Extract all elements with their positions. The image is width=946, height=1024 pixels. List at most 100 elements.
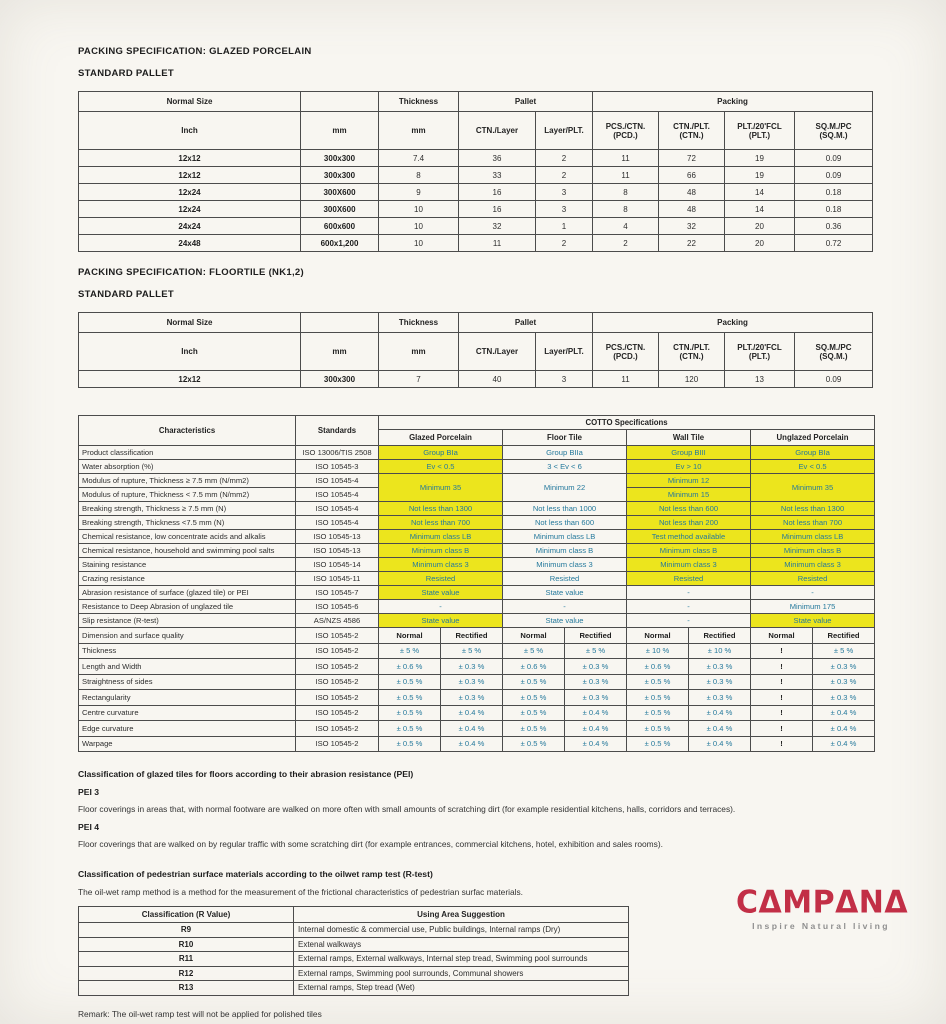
table-row: R10 Extenal walkways: [78, 936, 629, 952]
spec-value-cell: Ev > 10: [626, 459, 751, 474]
campana-logo-tagline: Inspire Natural living: [752, 921, 890, 931]
table-row: Thickness ISO 10545-2 ± 5 % ± 5 % ± 5 % ± 5 %…: [78, 642, 876, 659]
header-row: Normal Size Thickness Pallet Packing: [78, 91, 873, 112]
rtest-intro-text: The oil-wet ramp method is a method for …: [78, 887, 523, 897]
spec-value-cell: Minimum class 3: [378, 557, 503, 572]
area-suggestion-cell: Internal domestic & commercial use, Publ…: [293, 922, 629, 938]
table-row: Breaking strength, Thickness ≥ 7.5 mm (N…: [78, 501, 876, 516]
tolerance-value-cell: ± 0.5 %: [378, 689, 441, 706]
col-layer-plt: Layer/PLT.: [535, 332, 593, 371]
characteristic-cell: Breaking strength, Thickness <7.5 mm (N): [78, 515, 296, 530]
tolerance-value-cell: ± 0.4 %: [440, 720, 503, 737]
table-row: 24x24 600x600 10 32 1 4 32 20 0.36: [78, 217, 873, 235]
characteristic-cell: Edge curvature: [78, 720, 296, 737]
table-cell: 600x1,200: [300, 234, 379, 252]
standard-cell: ISO 10545-14: [295, 557, 379, 572]
tolerance-value-cell: ± 0.3 %: [811, 689, 876, 706]
tolerance-value-cell: ± 0.4 %: [688, 720, 751, 737]
tolerance-value-cell: ± 0.3 %: [440, 658, 503, 675]
table-cell: 24x24: [78, 217, 301, 235]
table-cell: 0.09: [794, 166, 873, 184]
tolerance-value-cell: ± 0.5 %: [378, 735, 441, 752]
spec-value-cell: Group BIa: [378, 445, 503, 460]
spec-value-cell: Not less than 700: [378, 515, 503, 530]
col-ctn-plt: CTN./PLT. (CTN.): [658, 332, 725, 371]
tolerance-value-cell: ± 0.4 %: [440, 735, 503, 752]
tolerance-value-cell: ± 0.3 %: [688, 673, 751, 690]
table-cell: 3: [535, 183, 593, 201]
tolerance-value-cell: ± 0.5 %: [626, 735, 689, 752]
characteristic-cell: Warpage: [78, 735, 296, 752]
col-r-value: Classification (R Value): [78, 906, 294, 923]
col-pcs-ctn-line2: (PCD.): [613, 130, 638, 140]
spec-value-cell: Not less than 700: [749, 515, 876, 530]
spec-value-cell: State value: [502, 585, 627, 600]
table-cell: 12x12: [78, 149, 301, 167]
table-row: Breaking strength, Thickness <7.5 mm (N)…: [78, 515, 876, 530]
spec-value-cell: Minimum 35: [749, 473, 876, 502]
col-plt-20fcl-line1: PLT./20'FCL: [737, 121, 782, 131]
spec-value-cell: Minimum class LB: [502, 529, 627, 544]
col-layer-plt: Layer/PLT.: [535, 111, 593, 150]
table-cell: 300X600: [300, 200, 379, 218]
standard-cell: ISO 10545-4: [295, 501, 379, 516]
tolerance-value-cell: ± 0.5 %: [502, 735, 565, 752]
r-value-cell: R12: [78, 965, 294, 981]
tolerance-value-cell: !: [750, 735, 813, 752]
tolerance-value-cell: ± 0.5 %: [626, 689, 689, 706]
col-pcs-ctn-line1: PCS./CTN.: [605, 342, 646, 352]
table-cell: 48: [658, 200, 725, 218]
tolerance-value-cell: ± 0.6 %: [378, 658, 441, 675]
standard-cell: ISO 10545-2: [295, 704, 379, 721]
col-packing: Packing: [592, 91, 873, 112]
campana-logo-text: CΔMPΔNΔ: [736, 884, 909, 921]
table-cell: 300x300: [300, 166, 379, 184]
header-row: Glazed Porcelain Floor Tile Wall Tile Ungla…: [79, 429, 876, 446]
rectified-subheader-cell: Rectified: [688, 627, 751, 644]
table-cell: 11: [592, 166, 659, 184]
spec-value-cell: Minimum 12: [626, 473, 751, 488]
tolerance-value-cell: ± 0.5 %: [502, 704, 565, 721]
table-cell: 0.36: [794, 217, 873, 235]
table-cell: 20: [724, 217, 795, 235]
table-cell: 7.4: [378, 149, 459, 167]
table-cell: 24x48: [78, 234, 301, 252]
col-plt-20fcl-line1: PLT./20'FCL: [737, 342, 782, 352]
col-pcs-ctn-line2: (PCD.): [613, 351, 638, 361]
tolerance-value-cell: ± 10 %: [688, 642, 751, 659]
tolerance-value-cell: !: [750, 704, 813, 721]
tolerance-value-cell: ± 0.4 %: [688, 704, 751, 721]
spec-value-cell: -: [626, 585, 751, 600]
col-pallet: Pallet: [458, 91, 593, 112]
col-standards: Standards: [295, 415, 379, 446]
col-ctn-layer: CTN./Layer: [458, 332, 536, 371]
tolerance-value-cell: ± 0.5 %: [626, 720, 689, 737]
pei3-label: PEI 3: [78, 787, 100, 797]
table-row: Chemical resistance, household and swimm…: [78, 543, 876, 558]
table-row: Modulus of rupture, Thickness ≥ 7.5 mm (…: [78, 473, 876, 502]
standard-cell: ISO 10545-3: [295, 459, 379, 474]
rectified-subheader-cell: Rectified: [564, 627, 627, 644]
col-packing: Packing: [592, 312, 873, 333]
col-sqm-pc-line1: SQ.M./PC: [815, 121, 852, 131]
section2-title: PACKING SPECIFICATION: FLOORTILE (NK1,2): [78, 267, 304, 278]
standard-cell: ISO 10545-13: [295, 543, 379, 558]
table-row: Chemical resistance, low concentrate aci…: [78, 529, 876, 544]
col-pcs-ctn: PCS./CTN. (PCD.): [592, 111, 659, 150]
table-cell: 0.72: [794, 234, 873, 252]
tolerance-value-cell: ± 0.5 %: [502, 673, 565, 690]
tolerance-value-cell: ± 10 %: [626, 642, 689, 659]
area-suggestion-cell: External ramps, Step tread (Wet): [293, 980, 629, 996]
table-cell: 300x300: [300, 149, 379, 167]
header-row: Characteristics Standards COTTO Specificat…: [78, 415, 876, 446]
table-cell: 72: [658, 149, 725, 167]
standard-cell: ISO 10545-2: [295, 689, 379, 706]
col-sqm-pc: SQ.M./PC (SQ.M.): [794, 111, 873, 150]
table-cell: 600x600: [300, 217, 379, 235]
col-thickness-mm: mm: [378, 332, 459, 371]
col-product-3: Unglazed Porcelain: [749, 429, 876, 446]
rtest-classification-table: Classification (R Value) Using Area Sugge…: [78, 906, 629, 996]
tolerance-value-cell: !: [750, 642, 813, 659]
tolerance-value-cell: ± 5 %: [564, 642, 627, 659]
table-row: R13 External ramps, Step tread (Wet): [78, 980, 629, 996]
